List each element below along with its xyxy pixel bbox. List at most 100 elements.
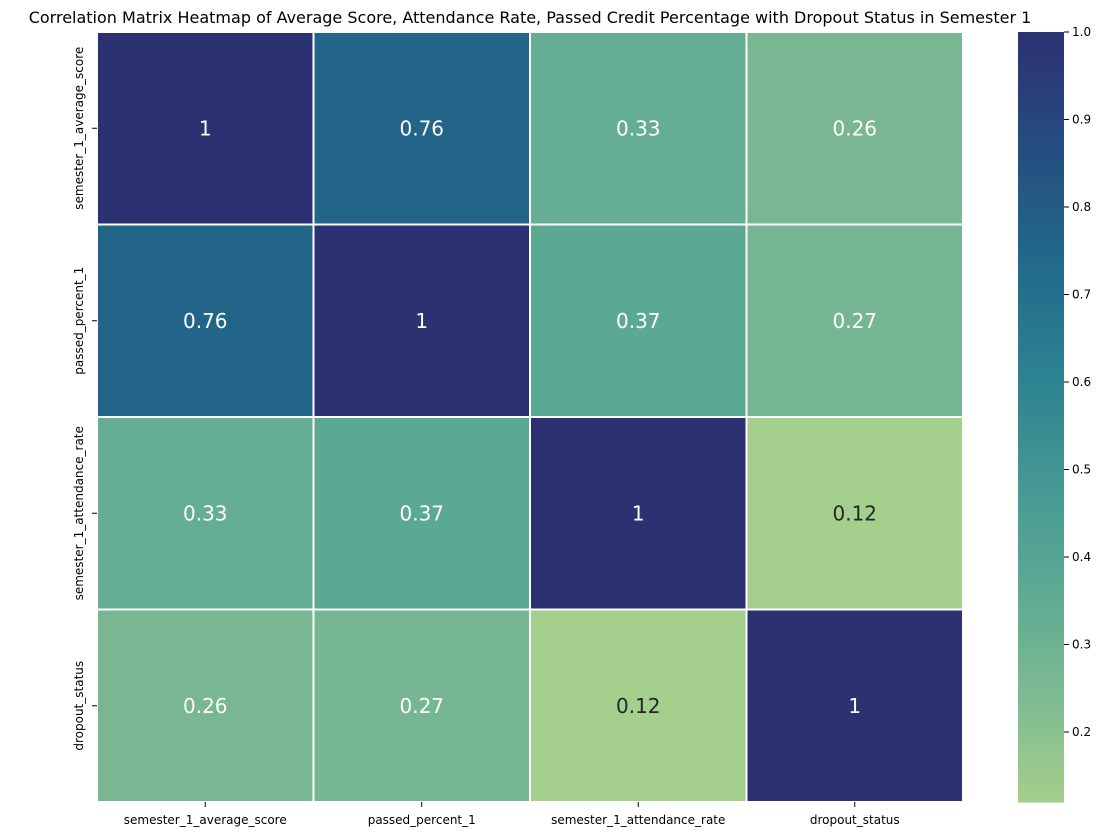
colorbar-slice	[1018, 160, 1064, 167]
colorbar-tick-label: 0.8	[1072, 200, 1091, 214]
heatmap-cell	[312, 608, 531, 803]
colorbar-slice	[1018, 242, 1064, 249]
colorbar-slice	[1018, 365, 1064, 372]
colorbar-slice	[1018, 98, 1064, 105]
colorbar-slice	[1018, 473, 1064, 480]
colorbar-slice	[1018, 478, 1064, 485]
colorbar-slice	[1018, 268, 1064, 274]
y-axis: semester_1_average_score passed_percent_1…	[72, 47, 97, 751]
colorbar-slice	[1018, 165, 1064, 172]
colorbar-slice	[1018, 391, 1064, 398]
cell-value-label: 0.12	[832, 501, 877, 525]
colorbar-slice	[1018, 119, 1064, 125]
colorbar-slice	[1018, 560, 1064, 567]
colorbar-slice	[1018, 370, 1064, 377]
colorbar-slice	[1018, 591, 1064, 598]
colorbar-slice	[1018, 499, 1064, 505]
heatmap-cell	[96, 608, 315, 803]
colorbar-slice	[1018, 545, 1064, 552]
x-tick-label: dropout_status	[810, 813, 900, 827]
colorbar-slice	[1018, 755, 1064, 762]
colorbar-slice	[1018, 324, 1064, 331]
colorbar-slice	[1018, 694, 1064, 700]
colorbar-slice	[1018, 201, 1064, 208]
cell-value-label: 0.37	[399, 501, 444, 525]
colorbar-slice	[1018, 653, 1064, 659]
colorbar-slice	[1018, 417, 1064, 423]
colorbar-slice	[1018, 232, 1064, 238]
heatmap-cell	[745, 31, 964, 226]
colorbar-slice	[1018, 781, 1064, 788]
colorbar-slice	[1018, 319, 1064, 326]
colorbar-slice	[1018, 796, 1064, 803]
colorbar-slice	[1018, 509, 1064, 516]
cell-value-label: 0.12	[616, 694, 661, 718]
colorbar-slice	[1018, 134, 1064, 141]
x-tick-label: semester_1_attendance_rate	[551, 813, 725, 827]
colorbar-slice	[1018, 524, 1064, 531]
cell-value-label: 0.26	[832, 116, 877, 140]
cell-value-label: 0.27	[399, 694, 444, 718]
heatmap-cell	[529, 31, 748, 226]
colorbar-slice	[1018, 406, 1064, 413]
y-tick-label: dropout_status	[72, 661, 86, 751]
colorbar-slice	[1018, 247, 1064, 254]
colorbar-slice	[1018, 57, 1064, 64]
colorbar-slice	[1018, 237, 1064, 244]
colorbar-slice	[1018, 550, 1064, 557]
colorbar-slice	[1018, 396, 1064, 403]
colorbar-slice	[1018, 740, 1064, 747]
colorbar-slice	[1018, 771, 1064, 777]
colorbar-slice	[1018, 355, 1064, 362]
colorbar-slice	[1018, 760, 1064, 767]
colorbar-slice	[1018, 298, 1064, 305]
cell-value-label: 0.33	[616, 116, 661, 140]
colorbar-slice	[1018, 175, 1064, 182]
y-tick-label: semester_1_attendance_rate	[72, 426, 86, 600]
colorbar-slice	[1018, 293, 1064, 300]
colorbar-slice	[1018, 329, 1064, 336]
colorbar-slice	[1018, 273, 1064, 279]
colorbar-slice	[1018, 67, 1064, 74]
colorbar-slice	[1018, 529, 1064, 536]
colorbar-slice	[1018, 725, 1064, 731]
colorbar-slice	[1018, 288, 1064, 295]
colorbar-tick-label: 0.9	[1072, 113, 1091, 127]
colorbar-slice	[1018, 581, 1064, 587]
colorbar-slice	[1018, 735, 1064, 741]
colorbar-slice	[1018, 227, 1064, 233]
heatmap-cell	[312, 223, 531, 418]
colorbar-slice	[1018, 155, 1064, 161]
colorbar-slice	[1018, 78, 1064, 84]
colorbar-slice	[1018, 601, 1064, 608]
colorbar-slice	[1018, 627, 1064, 634]
x-axis: semester_1_average_score passed_percent_1…	[124, 802, 900, 827]
colorbar-slice	[1018, 144, 1064, 151]
colorbar-slice	[1018, 401, 1064, 408]
colorbar-slice	[1018, 483, 1064, 490]
colorbar-slice	[1018, 786, 1064, 793]
colorbar-slice	[1018, 719, 1064, 726]
colorbar-slice	[1018, 750, 1064, 757]
colorbar-slice	[1018, 180, 1064, 187]
colorbar-tick-label: 0.4	[1072, 550, 1091, 564]
colorbar-slice	[1018, 555, 1064, 562]
colorbar-slice	[1018, 360, 1064, 367]
colorbar-slice	[1018, 632, 1064, 639]
colorbar-slice	[1018, 386, 1064, 392]
colorbar-tick-label: 0.2	[1072, 725, 1091, 739]
colorbar-slice	[1018, 678, 1064, 685]
colorbar-slice	[1018, 206, 1064, 213]
cell-value-label: 0.76	[399, 116, 444, 140]
colorbar-slice	[1018, 488, 1064, 495]
colorbar-slice	[1018, 186, 1064, 192]
cell-value-label: 0.33	[183, 501, 228, 525]
colorbar-slice	[1018, 776, 1064, 783]
colorbar-slice	[1018, 463, 1064, 469]
heatmap-cell	[312, 31, 531, 226]
colorbar-slice	[1018, 345, 1064, 351]
heatmap-cell	[745, 416, 964, 611]
cell-value-label: 1	[415, 309, 428, 333]
